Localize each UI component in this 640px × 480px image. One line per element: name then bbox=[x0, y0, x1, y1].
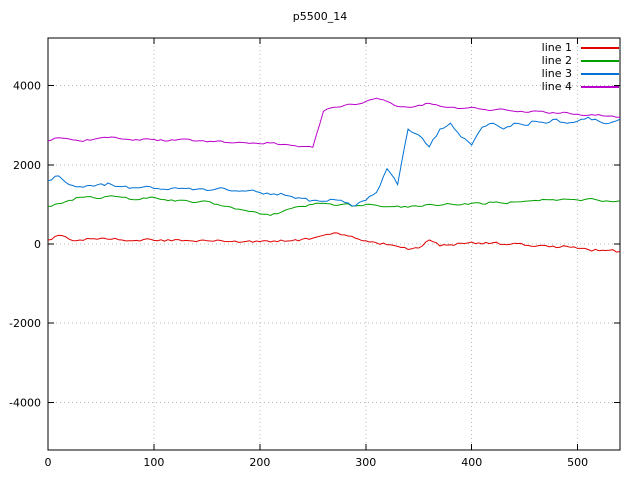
svg-text:0: 0 bbox=[34, 238, 41, 251]
svg-text:-4000: -4000 bbox=[9, 396, 41, 409]
legend: line 1 line 2 line 3 line 4 bbox=[542, 41, 619, 93]
legend-line-swatch bbox=[581, 72, 619, 75]
svg-text:0: 0 bbox=[45, 456, 52, 469]
svg-text:4000: 4000 bbox=[13, 80, 41, 93]
legend-item: line 3 bbox=[542, 67, 619, 80]
chart-title: p5500_14 bbox=[292, 10, 348, 23]
legend-label: line 3 bbox=[541, 67, 572, 80]
legend-label: line 4 bbox=[541, 80, 572, 93]
legend-line-swatch bbox=[581, 46, 619, 49]
svg-text:200: 200 bbox=[249, 456, 270, 469]
svg-text:100: 100 bbox=[143, 456, 164, 469]
svg-text:2000: 2000 bbox=[13, 159, 41, 172]
legend-label: line 1 bbox=[541, 41, 572, 54]
legend-item: line 4 bbox=[542, 80, 619, 93]
svg-text:-2000: -2000 bbox=[9, 317, 41, 330]
svg-text:300: 300 bbox=[355, 456, 376, 469]
legend-label: line 2 bbox=[541, 54, 572, 67]
svg-text:400: 400 bbox=[461, 456, 482, 469]
legend-line-swatch bbox=[581, 59, 619, 62]
legend-item: line 1 bbox=[542, 41, 619, 54]
svg-text:500: 500 bbox=[567, 456, 588, 469]
legend-line-swatch bbox=[581, 85, 619, 88]
legend-item: line 2 bbox=[542, 54, 619, 67]
